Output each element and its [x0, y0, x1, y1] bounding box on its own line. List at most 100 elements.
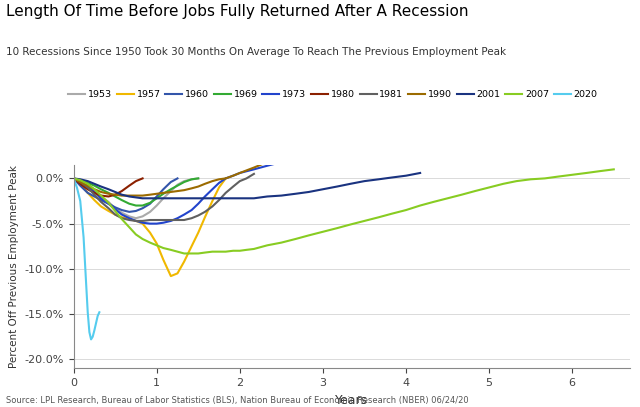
- 1953: [125, 214, 133, 219]
- 1973: [159, 220, 167, 225]
- 2001: [360, 179, 368, 184]
- 1990: [84, 183, 92, 188]
- 2001: [70, 176, 77, 181]
- 1969: [195, 176, 202, 181]
- 1973: [180, 212, 188, 217]
- Line: 2001: 2001: [74, 173, 420, 198]
- 1957: [118, 215, 125, 220]
- Text: 10 Recessions Since 1950 Took 30 Months On Average To Reach The Previous Employm: 10 Recessions Since 1950 Took 30 Months …: [6, 47, 506, 57]
- Y-axis label: Percent Off Previous Employment Peak: Percent Off Previous Employment Peak: [9, 165, 19, 368]
- 1953: [90, 188, 98, 193]
- 1981: [229, 184, 237, 189]
- 1981: [76, 179, 84, 184]
- 2020: [89, 334, 97, 339]
- 2001: [375, 177, 383, 182]
- 1980: [105, 194, 113, 199]
- 1957: [70, 176, 77, 181]
- 2020: [82, 280, 90, 285]
- 1981: [215, 198, 223, 203]
- 1969: [180, 179, 188, 184]
- 1980: [76, 182, 84, 186]
- 1969: [105, 190, 113, 195]
- 1973: [84, 184, 92, 189]
- 1990: [278, 155, 285, 160]
- 1957: [90, 198, 98, 203]
- 1990: [236, 171, 244, 175]
- 1953: [146, 210, 154, 214]
- 1981: [146, 218, 154, 223]
- 1960: [153, 194, 161, 199]
- 1973: [111, 207, 119, 212]
- 1980: [70, 176, 77, 181]
- 1969: [159, 191, 167, 196]
- 1953: [139, 214, 147, 219]
- 2001: [97, 184, 105, 189]
- 1973: [153, 221, 161, 226]
- 1981: [118, 216, 125, 221]
- 1960: [111, 205, 119, 210]
- 1973: [305, 153, 312, 158]
- Line: 1981: 1981: [74, 174, 254, 221]
- 2001: [139, 196, 147, 201]
- 1990: [195, 184, 202, 189]
- 2020: [84, 310, 92, 315]
- 1960: [76, 183, 84, 188]
- Line: 1969: 1969: [74, 178, 198, 206]
- 1969: [111, 194, 119, 199]
- 1981: [173, 218, 181, 223]
- 1990: [132, 193, 140, 198]
- 1960: [173, 176, 181, 181]
- 2020: [70, 176, 77, 181]
- 1990: [180, 188, 188, 193]
- Text: Length Of Time Before Jobs Fully Returned After A Recession: Length Of Time Before Jobs Fully Returne…: [6, 4, 469, 19]
- 2007: [333, 226, 341, 231]
- 1953: [111, 206, 119, 211]
- 1969: [76, 178, 84, 183]
- 2020: [94, 313, 102, 318]
- 1981: [188, 216, 195, 221]
- 1981: [201, 210, 209, 214]
- 1953: [84, 185, 92, 190]
- 2001: [84, 179, 92, 184]
- 2001: [195, 196, 202, 201]
- 2007: [215, 249, 223, 254]
- 1990: [173, 188, 181, 193]
- 2001: [201, 196, 209, 201]
- 1980: [132, 179, 140, 184]
- 1990: [167, 190, 175, 195]
- 1960: [105, 201, 113, 206]
- 1953: [180, 179, 188, 184]
- Line: 2007: 2007: [74, 169, 614, 254]
- 1953: [118, 210, 125, 215]
- 1957: [173, 271, 181, 276]
- 1969: [84, 180, 92, 185]
- 1981: [243, 176, 250, 181]
- Legend: 1953, 1957, 1960, 1969, 1973, 1980, 1981, 1990, 2001, 2007, 2020: 1953, 1957, 1960, 1969, 1973, 1980, 1981…: [64, 86, 602, 103]
- 2001: [250, 196, 258, 201]
- Line: 1980: 1980: [74, 178, 143, 197]
- 1990: [215, 177, 223, 182]
- 2001: [333, 184, 341, 189]
- 1969: [70, 176, 77, 181]
- 2001: [292, 191, 300, 196]
- 1960: [167, 179, 175, 184]
- 1957: [111, 212, 119, 217]
- 1960: [118, 208, 125, 212]
- 1969: [153, 196, 161, 201]
- 1973: [188, 208, 195, 212]
- 1957: [159, 257, 167, 262]
- 1960: [132, 208, 140, 213]
- 1969: [97, 187, 105, 192]
- 2001: [416, 171, 424, 175]
- 2001: [319, 187, 327, 192]
- 1980: [139, 176, 147, 181]
- 2001: [125, 194, 133, 199]
- 1969: [188, 177, 195, 182]
- 1973: [215, 180, 223, 185]
- 1957: [195, 230, 202, 235]
- 2001: [229, 196, 237, 201]
- 1990: [188, 186, 195, 191]
- 1960: [139, 206, 147, 211]
- 1990: [292, 151, 300, 156]
- 1990: [105, 191, 113, 196]
